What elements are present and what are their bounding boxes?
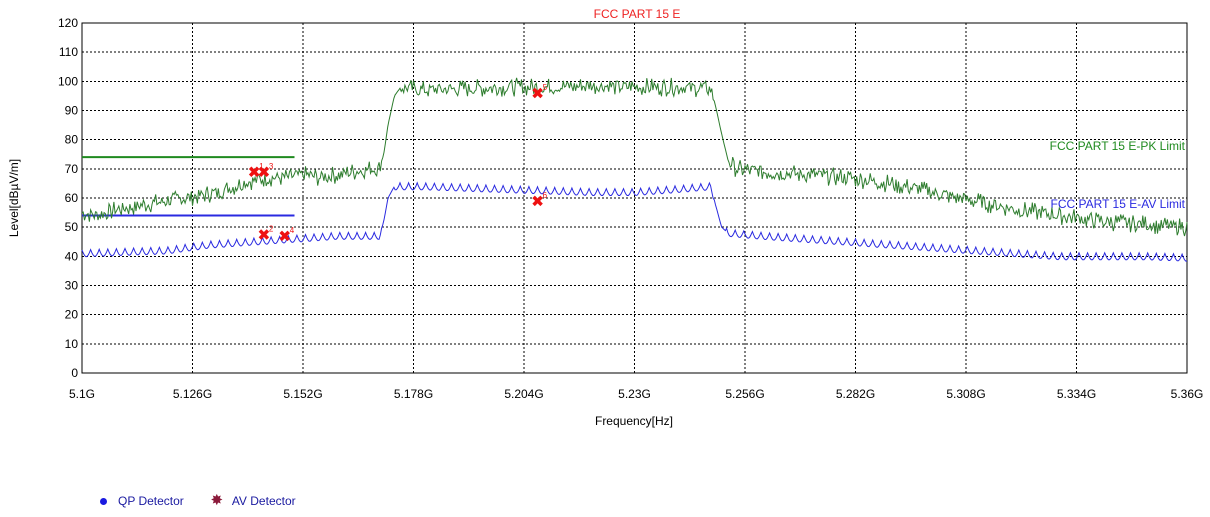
x-axis-label: Frequency[Hz] <box>595 414 673 428</box>
measurement-marker: 6 <box>532 191 548 207</box>
x-tick-label: 5.282G <box>836 387 875 401</box>
x-tick-label: 5.1G <box>69 387 95 401</box>
marker-cross-stroke <box>532 195 543 207</box>
marker-number: 5 <box>543 83 548 92</box>
y-tick-label: 70 <box>65 162 79 176</box>
y-tick-label: 90 <box>65 104 79 118</box>
average-trace <box>81 181 1187 262</box>
marker-cross-stroke <box>248 166 260 177</box>
chart-title: FCC PART 15 E <box>594 7 681 21</box>
measurement-marker: 3 <box>258 162 274 177</box>
y-axis-ticks: 0 10 20 30 40 50 60 70 80 90 100 110 120 <box>58 16 78 380</box>
x-tick-label: 5.334G <box>1057 387 1096 401</box>
marker-number: 4 <box>290 226 295 235</box>
y-tick-label: 100 <box>58 74 78 88</box>
y-tick-label: 20 <box>65 308 79 322</box>
marker-number: 6 <box>543 191 548 200</box>
av-limit-label: FCC PART 15 E-AV Limit <box>1051 197 1186 211</box>
y-tick-label: 80 <box>65 133 79 147</box>
marker-cross-stroke <box>258 166 270 177</box>
x-tick-label: 5.308G <box>946 387 985 401</box>
x-tick-label: 5.178G <box>394 387 433 401</box>
marker-cross-stroke <box>258 229 270 240</box>
star-icon: ✸ <box>210 492 224 509</box>
x-tick-label: 5.23G <box>618 387 651 401</box>
marker-cross-stroke <box>532 87 543 99</box>
y-tick-label: 40 <box>65 249 79 263</box>
measurement-marker: 2 <box>258 224 274 240</box>
legend-label-qp: QP Detector <box>118 494 184 508</box>
chart-legend: QP Detector ✸ AV Detector <box>96 492 322 509</box>
y-tick-label: 10 <box>65 337 79 351</box>
marker-number: 3 <box>269 162 274 171</box>
legend-item-av: ✸ AV Detector <box>210 492 296 509</box>
y-axis-label: Level[dBµV/m] <box>7 159 21 237</box>
plot-grid <box>82 23 1187 373</box>
y-tick-label: 50 <box>65 220 79 234</box>
peak-trace <box>81 77 1188 237</box>
x-tick-label: 5.152G <box>283 387 322 401</box>
y-tick-label: 0 <box>71 366 78 380</box>
legend-item-qp: QP Detector <box>96 494 184 508</box>
x-tick-label: 5.126G <box>173 387 212 401</box>
y-tick-label: 60 <box>65 191 79 205</box>
y-tick-label: 120 <box>58 16 78 30</box>
marker-number: 1 <box>259 162 264 171</box>
measurement-marker: 5 <box>532 83 548 99</box>
x-tick-label: 5.256G <box>725 387 764 401</box>
x-tick-label: 5.204G <box>504 387 543 401</box>
measurement-marker: 1 <box>248 162 264 177</box>
y-tick-label: 30 <box>65 279 79 293</box>
legend-label-av: AV Detector <box>231 494 296 508</box>
series-group <box>81 77 1188 262</box>
measurement-marker: 4 <box>279 226 295 242</box>
marker-cross-stroke <box>279 230 290 242</box>
pk-limit-label: FCC PART 15 E-PK Limit <box>1050 139 1186 153</box>
marker-number: 2 <box>269 224 274 233</box>
limit-lines: FCC PART 15 E-PK Limit FCC PART 15 E-AV L… <box>82 139 1186 217</box>
blue-dot-icon <box>96 494 110 508</box>
x-axis-ticks: 5.1G 5.126G 5.152G 5.178G 5.204G 5.23G 5.256G 5… <box>69 387 1203 401</box>
y-tick-label: 110 <box>59 45 78 59</box>
marker-group: 1 3 5 2 4 6 <box>248 83 548 242</box>
x-tick-label: 5.36G <box>1171 387 1204 401</box>
plot-area-frame <box>81 22 1188 374</box>
